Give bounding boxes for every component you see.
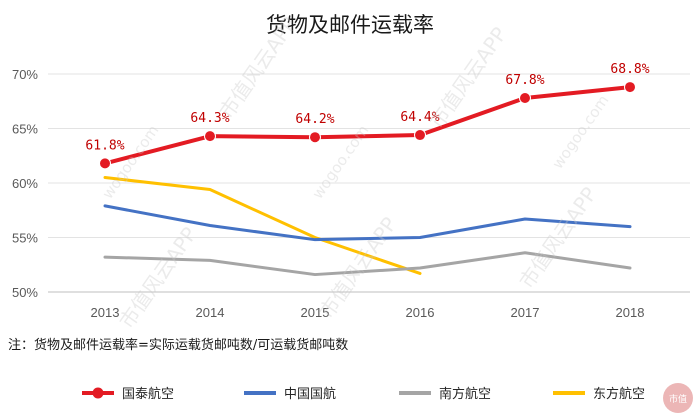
x-axis: 2013 2014 2015 2016 2017 2018 [91, 305, 645, 320]
series-lines [103, 85, 632, 277]
data-point [204, 130, 216, 143]
data-label: 64.4% [400, 110, 439, 125]
x-tick-label: 2015 [301, 305, 330, 320]
y-tick-label: 55% [12, 231, 38, 246]
data-label: 64.2% [295, 112, 334, 127]
legend-item-item: 南方航空 [399, 386, 491, 402]
data-point [624, 81, 636, 94]
watermark-text: 市值风云APP [214, 13, 301, 123]
series-markers [99, 81, 636, 170]
data-labels: 61.8% 64.3% 64.2% 64.4% 67.8% 68.8% [85, 62, 649, 153]
chart-note: 注：货物及邮件运载率=实际运载货邮吨数/可运载货邮吨数 [8, 337, 348, 353]
y-axis: 50% 55% 60% 65% 70% [12, 67, 38, 300]
series-line-item [103, 251, 632, 277]
legend-item-item: 东方航空 [553, 386, 645, 402]
data-point [99, 157, 111, 170]
legend-label: 中国国航 [284, 386, 336, 402]
data-point [519, 91, 531, 104]
data-label: 61.8% [85, 138, 124, 153]
legend-label: 南方航空 [439, 386, 491, 402]
chart-title: 货物及邮件运载率 [266, 13, 434, 37]
legend-marker [92, 387, 104, 399]
series-line-item [103, 85, 632, 166]
y-tick-label: 50% [12, 285, 38, 300]
x-tick-label: 2013 [91, 305, 120, 320]
data-label: 64.3% [190, 111, 229, 126]
data-point [309, 131, 321, 144]
y-tick-label: 70% [12, 67, 38, 82]
x-tick-label: 2016 [406, 305, 435, 320]
data-label: 68.8% [610, 62, 649, 77]
data-label: 67.8% [505, 73, 544, 88]
watermark-logo-text: 市值 [669, 393, 687, 405]
watermark-text: 市值风云APP [114, 223, 201, 333]
watermark-logo [663, 383, 693, 413]
x-tick-label: 2017 [511, 305, 540, 320]
legend-item-item: 中国国航 [244, 386, 336, 402]
legend: 国泰航空 中国国航 南方航空 东方航空 [82, 386, 645, 402]
series-line-item [103, 176, 422, 275]
y-tick-label: 60% [12, 176, 38, 191]
x-tick-label: 2014 [196, 305, 225, 320]
y-tick-label: 65% [12, 122, 38, 137]
legend-label: 东方航空 [593, 386, 645, 402]
series-line-item [103, 204, 632, 242]
watermark-site: wogoo.com [549, 92, 613, 173]
x-tick-label: 2018 [616, 305, 645, 320]
legend-item-item: 国泰航空 [82, 386, 174, 402]
data-point [414, 129, 426, 142]
legend-label: 国泰航空 [122, 386, 174, 402]
watermark-text: 市值风云APP [314, 213, 401, 323]
